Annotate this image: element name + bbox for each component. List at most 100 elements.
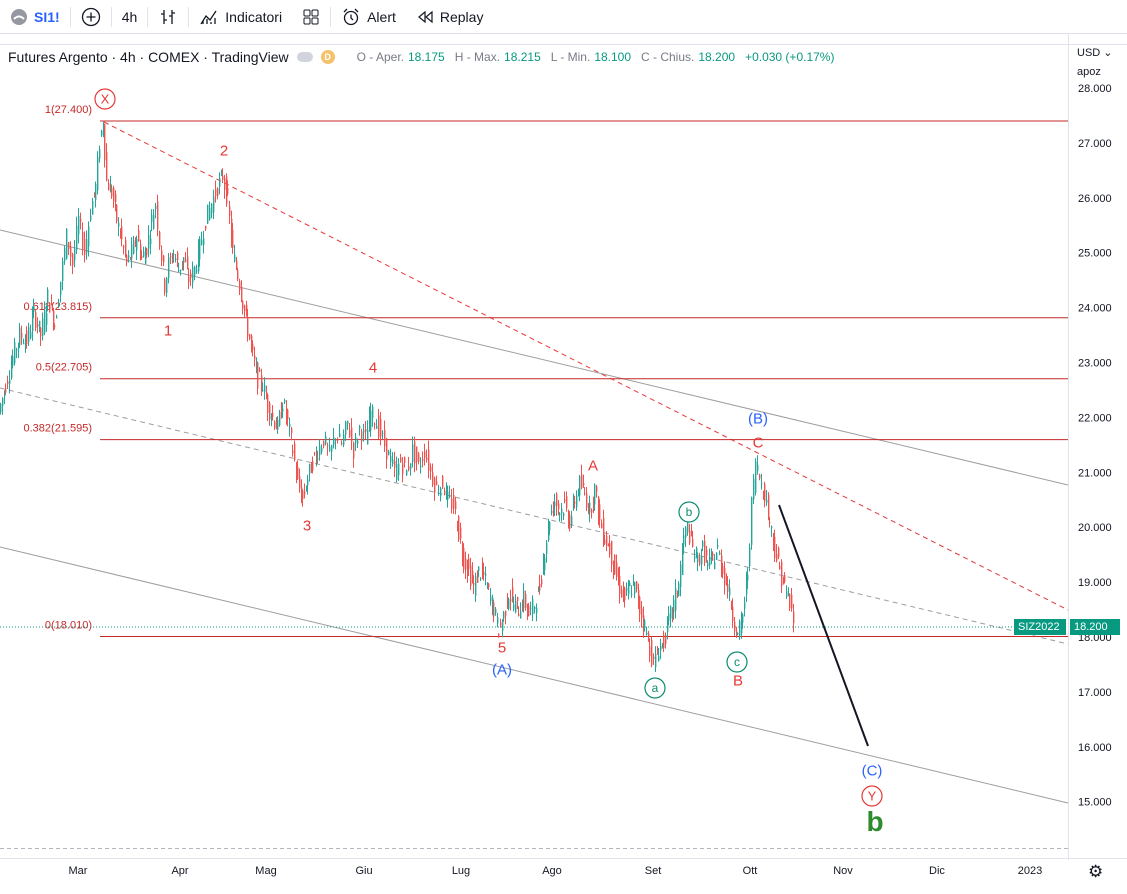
candle-body (697, 554, 699, 563)
candle-body (685, 527, 687, 539)
candle-body (178, 270, 180, 272)
candle-body (584, 492, 586, 494)
candle-body (335, 439, 337, 441)
candle-body (190, 273, 192, 279)
candle-body (172, 260, 174, 262)
candle-body (781, 561, 783, 587)
candle-body (631, 593, 633, 595)
candle-body (376, 425, 378, 429)
symbol-search[interactable]: SI1! (0, 0, 70, 34)
delayed-data-badge: D (320, 50, 335, 64)
candle-body (353, 442, 355, 459)
price-tick-label: 17.000 (1078, 687, 1112, 699)
candle-body (244, 305, 246, 312)
candle-body (123, 246, 125, 248)
candle-body (527, 604, 529, 614)
alert-button[interactable]: Alert (331, 0, 406, 34)
candle-body (636, 581, 638, 590)
toolbar-divider (69, 6, 71, 27)
candle-body (483, 571, 485, 576)
candle-body (744, 602, 746, 609)
candle-body (215, 189, 217, 197)
candle-body (747, 574, 749, 581)
candle-body (601, 523, 603, 529)
price-tick-label: 27.000 (1078, 138, 1112, 150)
interval-label: 4h (121, 8, 138, 25)
wave-label: c (734, 655, 740, 669)
candle-body (480, 578, 482, 580)
candle-body (284, 400, 286, 403)
wave-label: 4 (369, 359, 377, 376)
candle-body (680, 564, 682, 588)
compare-symbol-button[interactable] (71, 0, 111, 34)
candle-body (731, 601, 733, 610)
candle-body (414, 441, 416, 464)
candle-body (623, 587, 625, 594)
candle-body (784, 574, 786, 582)
plus-circle-icon (81, 7, 100, 26)
candle-body (153, 215, 155, 229)
symbol-label: SI1! (34, 8, 60, 25)
candle-body (538, 587, 540, 592)
candle-body (388, 450, 390, 456)
candle-body (742, 614, 744, 623)
chart-type-button[interactable] (148, 0, 188, 34)
open-label: O - Aper. (356, 50, 404, 64)
candle-body (400, 457, 402, 462)
replay-button[interactable]: Replay (406, 0, 494, 34)
indicators-button[interactable]: Indicatori (189, 0, 292, 34)
candle-body (410, 463, 412, 469)
ohlc-values: O - Aper. 18.175 H - Max. 18.215 L - Min. 1… (357, 50, 841, 64)
candle-body (442, 476, 444, 488)
candle-body (187, 256, 189, 268)
channel-lower-line (0, 546, 1069, 804)
time-tick-label: Lug (452, 865, 470, 877)
candle-body (221, 171, 223, 175)
candle-body (236, 260, 238, 269)
candle-body (60, 281, 62, 296)
candle-body (136, 239, 138, 251)
candle-body (62, 260, 64, 282)
candle-body (453, 494, 455, 509)
candle-body (455, 501, 457, 510)
candle-body (302, 490, 304, 500)
candle-body (33, 306, 35, 312)
currency-selector[interactable]: USD ⌄ (1077, 46, 1113, 59)
candle-body (513, 604, 515, 610)
candle-body (492, 597, 494, 608)
templates-button[interactable] (292, 0, 330, 34)
candle-body (759, 474, 761, 479)
candle-body (746, 579, 748, 595)
gear-icon[interactable]: ⚙ (1088, 862, 1104, 881)
time-tick-label: Ago (542, 865, 562, 877)
candle-body (593, 501, 595, 506)
candle-body (751, 497, 753, 545)
candle-body (365, 428, 367, 432)
interval-button[interactable]: 4h (112, 0, 148, 34)
candle-body (44, 310, 46, 333)
candle-body (588, 506, 590, 512)
candle-body (363, 429, 365, 433)
scale-mode-label[interactable]: apoz (1077, 66, 1101, 78)
price-tick-label: 25.000 (1078, 248, 1112, 260)
candle-body (707, 562, 709, 567)
candle-body (424, 451, 426, 458)
candle-body (304, 491, 306, 495)
candle-body (791, 594, 793, 609)
candle-body (106, 151, 108, 181)
wave-label-circle (726, 651, 748, 673)
candle-body (203, 238, 205, 246)
candle-body (4, 393, 6, 397)
high-label: H - Max. (454, 50, 501, 64)
time-tick-label: Mag (255, 865, 276, 877)
candle-body (185, 259, 187, 262)
candle-body (2, 398, 4, 407)
candle-body (108, 183, 110, 191)
candle-body (99, 149, 101, 159)
candle-body (12, 356, 14, 366)
candle-body (543, 561, 545, 572)
candle-body (525, 594, 527, 608)
candle-body (130, 257, 132, 259)
visibility-icon[interactable] (296, 52, 313, 62)
